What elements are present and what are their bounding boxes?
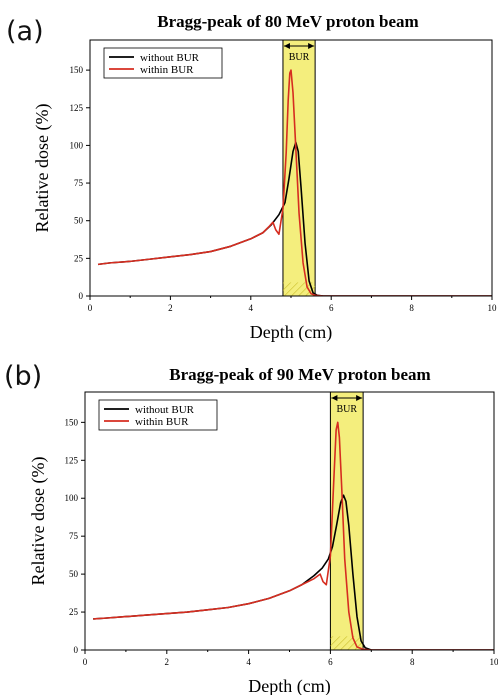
y-tick-label: 100 <box>65 493 79 503</box>
legend-label-within-bur: within BUR <box>135 416 189 428</box>
x-tick-label: 8 <box>410 657 415 667</box>
series-line-without-bur <box>93 495 494 650</box>
y-tick-label: 0 <box>79 291 84 301</box>
legend-label-within-bur: within BUR <box>140 64 194 76</box>
x-axis-label: Depth (cm) <box>250 322 332 343</box>
x-tick-label: 0 <box>83 657 88 667</box>
y-tick-label: 150 <box>70 65 84 75</box>
bur-label: BUR <box>336 404 357 415</box>
x-tick-label: 6 <box>328 657 333 667</box>
x-tick-label: 0 <box>88 303 93 313</box>
x-tick-label: 4 <box>246 657 251 667</box>
chart-panel-b: (b) Bragg-peak of 90 MeV proton beam BUR 0 2… <box>4 361 498 695</box>
plot-frame <box>85 392 494 650</box>
y-tick-label: 75 <box>74 178 84 188</box>
y-tick-label: 150 <box>65 417 79 427</box>
x-tick-label: 2 <box>168 303 173 313</box>
y-axis-label: Relative dose (%) <box>28 457 49 586</box>
chart-title: Bragg-peak of 90 MeV proton beam <box>169 365 430 384</box>
panel-label: (a) <box>6 16 44 47</box>
legend-label-without-bur: without BUR <box>135 404 195 416</box>
chart-panel-a: (a) Bragg-peak of 80 MeV proton beam BUR 0 2… <box>6 12 497 343</box>
x-tick-label: 8 <box>409 303 414 313</box>
x-tick-label: 6 <box>329 303 334 313</box>
bur-label: BUR <box>289 52 310 63</box>
y-tick-label: 75 <box>69 531 79 541</box>
y-tick-label: 50 <box>69 569 79 579</box>
y-tick-label: 25 <box>69 607 79 617</box>
y-tick-label: 0 <box>74 645 79 655</box>
x-tick-label: 4 <box>249 303 254 313</box>
y-tick-label: 50 <box>74 216 84 226</box>
y-tick-label: 100 <box>70 140 84 150</box>
y-tick-label: 125 <box>65 455 79 465</box>
x-tick-label: 10 <box>488 303 498 313</box>
y-tick-label: 25 <box>74 253 84 263</box>
chart-title: Bragg-peak of 80 MeV proton beam <box>157 12 418 31</box>
x-tick-label: 2 <box>165 657 170 667</box>
x-tick-label: 10 <box>490 657 498 667</box>
x-axis-label: Depth (cm) <box>248 676 330 695</box>
series-line-within-bur <box>93 422 494 650</box>
panel-label: (b) <box>4 361 42 392</box>
legend-label-without-bur: without BUR <box>140 52 200 64</box>
y-tick-label: 125 <box>70 103 84 113</box>
y-axis-label: Relative dose (%) <box>32 104 53 233</box>
